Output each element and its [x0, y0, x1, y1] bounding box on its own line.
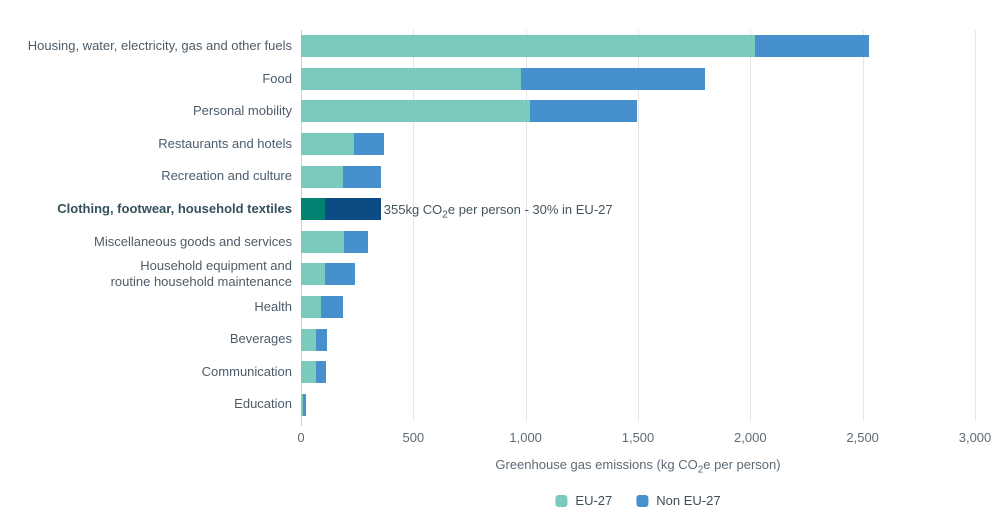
category-label: Recreation and culture — [161, 168, 292, 184]
gridline — [975, 30, 976, 421]
legend-swatch — [555, 494, 568, 507]
annotation-subscript: 2 — [442, 209, 448, 221]
x-axis-title-post: e per person) — [703, 457, 781, 472]
gridline — [750, 30, 752, 421]
gridline — [525, 30, 527, 421]
bar-segment-eu-27[interactable] — [301, 393, 303, 416]
category-label: Personal mobility — [193, 103, 292, 119]
bar-segment-non-eu-27[interactable] — [754, 35, 870, 58]
legend-label: EU-27 — [575, 493, 613, 508]
bar-segment-eu-27[interactable] — [301, 133, 354, 156]
bar-segment-eu-27[interactable] — [301, 230, 344, 253]
category-label: Food — [262, 70, 292, 86]
bar-segment-non-eu-27[interactable] — [324, 198, 381, 221]
category-label: Communication — [201, 363, 292, 379]
category-label: Beverages — [229, 331, 292, 347]
category-label: Clothing, footwear, household textiles — [57, 200, 292, 216]
category-label: Miscellaneous goods and services — [94, 233, 292, 249]
bar-segment-eu-27[interactable] — [301, 361, 316, 384]
bar-segment-eu-27[interactable] — [301, 198, 325, 221]
bar-segment-non-eu-27[interactable] — [353, 133, 385, 156]
legend-item-non-eu-27[interactable]: Non EU-27 — [636, 493, 721, 508]
x-tick-label: 2,500 — [846, 430, 879, 445]
legend: EU-27 Non EU-27 — [543, 493, 732, 508]
gridline — [638, 30, 639, 421]
category-label: Housing, water, electricity, gas and oth… — [27, 38, 292, 54]
legend-item-eu-27[interactable]: EU-27 — [555, 493, 612, 508]
bar-segment-non-eu-27[interactable] — [342, 165, 381, 188]
category-label: Restaurants and hotels — [158, 135, 292, 151]
x-axis-zero-tick — [301, 421, 302, 426]
bar-segment-non-eu-27[interactable] — [521, 67, 706, 90]
bar-annotation: 355kg CO2e per person - 30% in EU-27 — [383, 201, 613, 221]
annotation-text-pre: 355kg CO — [383, 201, 443, 217]
legend-label: Non EU-27 — [656, 493, 721, 508]
bar-segment-non-eu-27[interactable] — [302, 393, 306, 416]
x-axis-title: Greenhouse gas emissions (kg CO2e per pe… — [495, 457, 781, 475]
gridline — [413, 30, 415, 421]
x-tick-label: 0 — [297, 430, 305, 445]
bar-segment-non-eu-27[interactable] — [315, 328, 327, 351]
bar-segment-non-eu-27[interactable] — [324, 263, 355, 286]
legend-swatch — [636, 494, 649, 507]
x-tick-label: 2,000 — [734, 430, 767, 445]
category-label: Education — [234, 396, 292, 412]
bar-segment-eu-27[interactable] — [301, 35, 755, 58]
bar-segment-non-eu-27[interactable] — [530, 100, 637, 123]
bar-segment-non-eu-27[interactable] — [315, 361, 326, 384]
bar-segment-eu-27[interactable] — [301, 165, 343, 188]
x-tick-label: 1,500 — [621, 430, 655, 445]
bar-segment-eu-27[interactable] — [301, 67, 522, 90]
x-tick-label: 1,000 — [509, 430, 542, 445]
gridline — [862, 30, 864, 421]
bar-segment-non-eu-27[interactable] — [321, 295, 343, 318]
x-axis-title-pre: Greenhouse gas emissions (kg CO — [495, 457, 698, 472]
bar-segment-eu-27[interactable] — [301, 295, 322, 318]
bar-segment-eu-27[interactable] — [301, 263, 325, 286]
x-tick-label: 500 — [402, 430, 425, 445]
bar-segment-non-eu-27[interactable] — [343, 230, 369, 253]
x-axis-title-subscript: 2 — [697, 464, 704, 476]
y-axis-line — [301, 30, 302, 421]
category-label: Household equipment and routine househol… — [110, 257, 292, 290]
bar-segment-eu-27[interactable] — [301, 100, 531, 123]
annotation-text-post: e per person - 30% in EU-27 — [447, 201, 613, 217]
bar-segment-eu-27[interactable] — [301, 328, 316, 351]
x-tick-label: 3,000 — [958, 430, 992, 445]
category-label: Health — [254, 298, 292, 314]
